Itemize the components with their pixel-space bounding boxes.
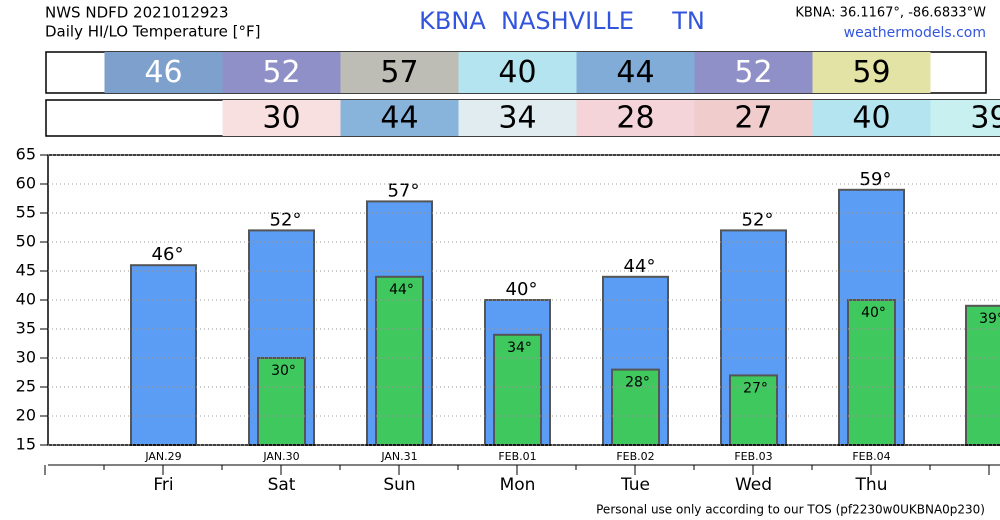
box-label: 52 — [734, 55, 772, 90]
box-label: 39 — [970, 101, 1000, 136]
y-tick-label: 65 — [16, 145, 36, 164]
chart-title: KBNA NASHVILLE TN — [419, 7, 705, 35]
y-tick-label: 55 — [16, 203, 36, 222]
day-label: Sun — [383, 475, 415, 495]
site: weathermodels.com — [844, 25, 986, 41]
box-label: 59 — [852, 55, 890, 90]
lo-bar — [611, 368, 660, 447]
value-label: 52° — [270, 209, 302, 230]
temp-box — [694, 100, 813, 136]
value-label: 27° — [743, 380, 768, 396]
temp-box — [812, 100, 931, 136]
lo-bar — [965, 304, 1000, 446]
temp-box — [458, 52, 577, 93]
temp-box — [340, 52, 459, 93]
lo-bar — [375, 275, 424, 446]
value-label: 46° — [152, 244, 184, 265]
box-label: 57 — [380, 55, 418, 90]
temp-box — [930, 100, 1000, 136]
x-tick-label: JAN.30 — [262, 450, 299, 463]
day-label: Fri — [153, 475, 173, 495]
temp-box — [104, 52, 223, 93]
day-label: Thu — [855, 475, 888, 495]
day-label: Sat — [268, 475, 296, 495]
box-label: 44 — [380, 101, 418, 136]
x-tick-label: FEB.04 — [852, 450, 890, 463]
y-tick-label: 50 — [16, 232, 36, 251]
x-tick-label: JAN.31 — [380, 450, 417, 463]
lo-bar — [847, 299, 896, 446]
y-tick-label: 25 — [16, 377, 36, 396]
box-label: 40 — [852, 101, 890, 136]
y-tick-label: 40 — [16, 290, 36, 309]
box-label: 27 — [734, 101, 772, 136]
value-label: 34° — [507, 340, 532, 356]
value-label: 40° — [506, 279, 538, 300]
x-tick-label: FEB.01 — [498, 450, 536, 463]
y-tick-label: 60 — [16, 174, 36, 193]
day-label: Wed — [735, 475, 772, 495]
y-tick-label: 45 — [16, 261, 36, 280]
temp-box — [694, 52, 813, 93]
day-label: Mon — [500, 475, 536, 495]
value-label: 57° — [388, 180, 420, 201]
temp-box — [222, 52, 341, 93]
lo-bar — [729, 374, 778, 446]
value-label: 52° — [742, 209, 774, 230]
box-label: 34 — [498, 101, 536, 136]
header-line: NWS NDFD 2021012923 — [45, 4, 229, 22]
y-tick-label: 35 — [16, 319, 36, 338]
temp-box — [458, 100, 577, 136]
value-label: 44° — [389, 282, 414, 298]
value-label: 30° — [271, 363, 296, 379]
value-label: 39° — [979, 311, 1000, 327]
box-label: 46 — [144, 55, 182, 90]
lo-bar — [257, 357, 306, 446]
y-tick-label: 30 — [16, 348, 36, 367]
temp-box — [576, 100, 695, 136]
footer: Personal use only according to our TOS (… — [596, 503, 985, 517]
hi-bar — [130, 264, 197, 447]
day-label: Tue — [620, 475, 650, 495]
x-tick-label: JAN.29 — [144, 450, 181, 463]
box-label: 52 — [262, 55, 300, 90]
location: KBNA: 36.1167°, -86.6833°W — [795, 6, 986, 21]
value-label: 44° — [624, 256, 656, 277]
box-label: 28 — [616, 101, 654, 136]
temp-box — [340, 100, 459, 136]
temp-box — [576, 52, 695, 93]
y-tick-label: 20 — [16, 406, 36, 425]
x-tick-label: FEB.02 — [616, 450, 654, 463]
temp-box — [222, 100, 341, 136]
box-label: 44 — [616, 55, 654, 90]
box-label: 40 — [498, 55, 536, 90]
temp-box — [812, 52, 931, 93]
value-label: 59° — [860, 169, 892, 190]
value-label: 40° — [861, 305, 886, 321]
y-tick-label: 15 — [16, 435, 36, 454]
value-label: 28° — [625, 375, 650, 391]
header-line: Daily HI/LO Temperature [°F] — [45, 23, 261, 41]
box-label: 30 — [262, 101, 300, 136]
x-tick-label: FEB.03 — [734, 450, 772, 463]
